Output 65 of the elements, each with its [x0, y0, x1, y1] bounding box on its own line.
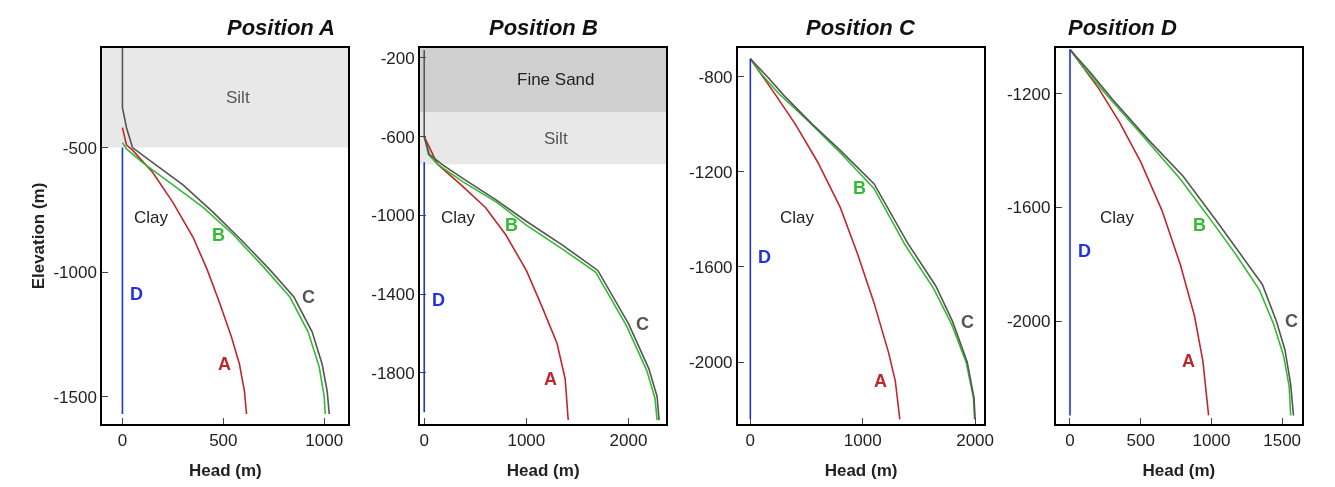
line-series	[121, 48, 331, 415]
y-tick-label: -1400	[371, 285, 415, 305]
band-label: Silt	[226, 88, 250, 107]
y-tick-label: -1200	[689, 162, 733, 182]
annotation: Clay	[780, 208, 815, 227]
line-series	[423, 49, 660, 421]
y-tick-label: -2000	[1006, 312, 1051, 332]
series-label: D	[432, 290, 445, 310]
series-label: B	[212, 225, 225, 245]
x-axis-title: Head (m)	[506, 461, 580, 481]
series-label: B	[853, 178, 866, 198]
annotation: Clay	[1100, 208, 1135, 227]
x-tick-label: 500	[1126, 431, 1155, 451]
x-axis-title: Head (m)	[824, 461, 898, 481]
series-label: C	[302, 287, 315, 307]
y-tick-label: -500	[62, 138, 97, 158]
series-label: C	[636, 314, 649, 334]
x-tick-label: 0	[745, 431, 756, 451]
band-label: Fine Sand	[517, 70, 595, 89]
series-label: B	[505, 215, 518, 235]
x-tick-label: 1000	[305, 431, 344, 451]
x-tick-label: 0	[419, 431, 429, 451]
line-series	[121, 126, 248, 415]
y-tick-label: -1000	[371, 206, 415, 226]
y-tick-label: -1200	[1006, 84, 1051, 104]
y-tick-label: -600	[380, 127, 415, 147]
x-axis-title: Head (m)	[188, 461, 262, 481]
series-label: A	[874, 371, 887, 391]
line-series	[749, 57, 976, 421]
y-tick-label: -800	[698, 67, 733, 87]
series-label: A	[1182, 351, 1195, 371]
x-tick-label: 0	[117, 431, 128, 451]
y-tick-label: -1500	[53, 387, 97, 407]
series-label: B	[1193, 215, 1206, 235]
series-label: A	[218, 354, 231, 374]
y-tick-label: -2000	[689, 353, 733, 373]
y-axis-title: Elevation (m)	[29, 182, 49, 290]
x-tick-label: 1000	[507, 431, 546, 451]
x-tick-label: 1000	[843, 431, 882, 451]
y-tick-label: -1000	[53, 263, 97, 283]
y-tick-label: -1800	[371, 363, 415, 383]
x-tick-label: 0	[1065, 431, 1075, 451]
line-series	[121, 141, 327, 415]
x-tick-label: 2000	[609, 431, 648, 451]
y-tick-label: -1600	[689, 257, 733, 277]
series-label: A	[544, 369, 557, 389]
x-axis-title: Head (m)	[1142, 461, 1216, 481]
y-tick-label: -1600	[1006, 198, 1051, 218]
chart-title: Position A	[227, 15, 335, 40]
series-label: C	[1285, 311, 1298, 331]
x-tick-label: 2000	[956, 431, 995, 451]
series-label: C	[961, 312, 974, 332]
y-tick-label: -200	[380, 48, 415, 68]
series-label: D	[130, 284, 143, 304]
series-label: D	[758, 247, 771, 267]
chart-title: Position B	[489, 15, 598, 40]
band-label: Silt	[544, 129, 568, 148]
x-tick-label: 500	[209, 431, 238, 451]
x-tick-label: 1000	[1192, 431, 1231, 451]
annotation: Clay	[134, 208, 169, 227]
annotation: Clay	[441, 208, 476, 227]
chart-title: Position C	[806, 15, 916, 40]
chart-title: Position D	[1068, 15, 1177, 40]
series-label: D	[1078, 241, 1091, 261]
x-tick-label: 1500	[1263, 431, 1302, 451]
